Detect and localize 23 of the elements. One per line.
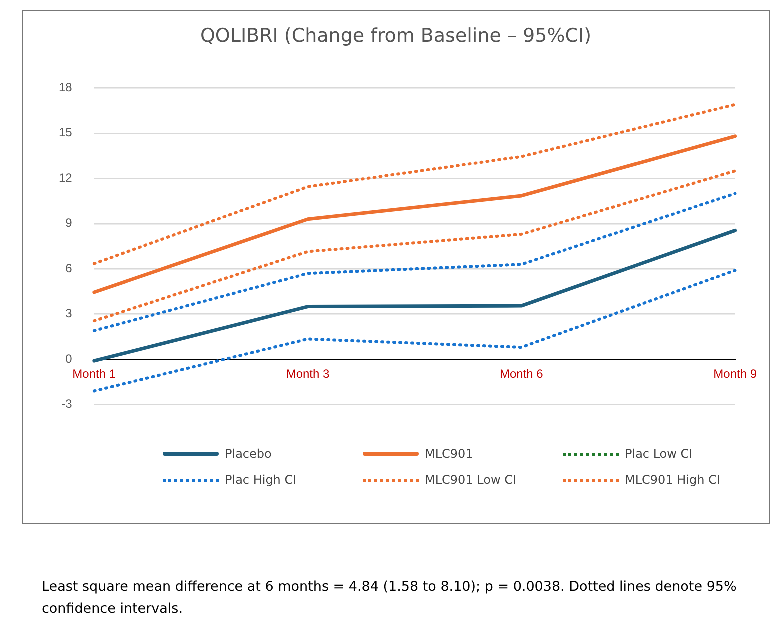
- x-tick-label: Month 1: [72, 367, 116, 382]
- legend-label: Plac High CI: [225, 473, 297, 487]
- x-tick-label: Month 9: [714, 367, 758, 382]
- chart-title: QOLIBRI (Change from Baseline – 95%CI): [199, 25, 593, 47]
- line-series: [92, 192, 737, 332]
- line-series: [92, 170, 737, 323]
- line-series: [92, 103, 737, 266]
- text: Least square mean difference at 6 months = 4.84 (1.58 to 8.10); p = 0.0038. Dotted lines denote 95% confidence intervals.: [42, 578, 738, 619]
- y-tick-label: 18: [58, 80, 73, 95]
- y-tick-label: 15: [58, 126, 73, 140]
- legend-label: Plac Low CI: [625, 447, 693, 461]
- y-tick-label: 6: [66, 261, 73, 276]
- x-tick-label: Month 6: [500, 367, 544, 382]
- y-tick-label: -3: [62, 397, 73, 412]
- legend-label: Placebo: [225, 447, 272, 461]
- legend-label: MLC901 Low CI: [425, 473, 516, 487]
- y-tick-label: 9: [66, 216, 73, 230]
- y-tick-label: 12: [58, 170, 73, 185]
- legend-label: MLC901: [425, 447, 474, 461]
- y-tick-label: 0: [66, 352, 73, 366]
- legend-label: MLC901 High CI: [625, 473, 720, 487]
- x-tick-label: Month 3: [286, 367, 330, 382]
- y-tick-label: 3: [66, 306, 73, 321]
